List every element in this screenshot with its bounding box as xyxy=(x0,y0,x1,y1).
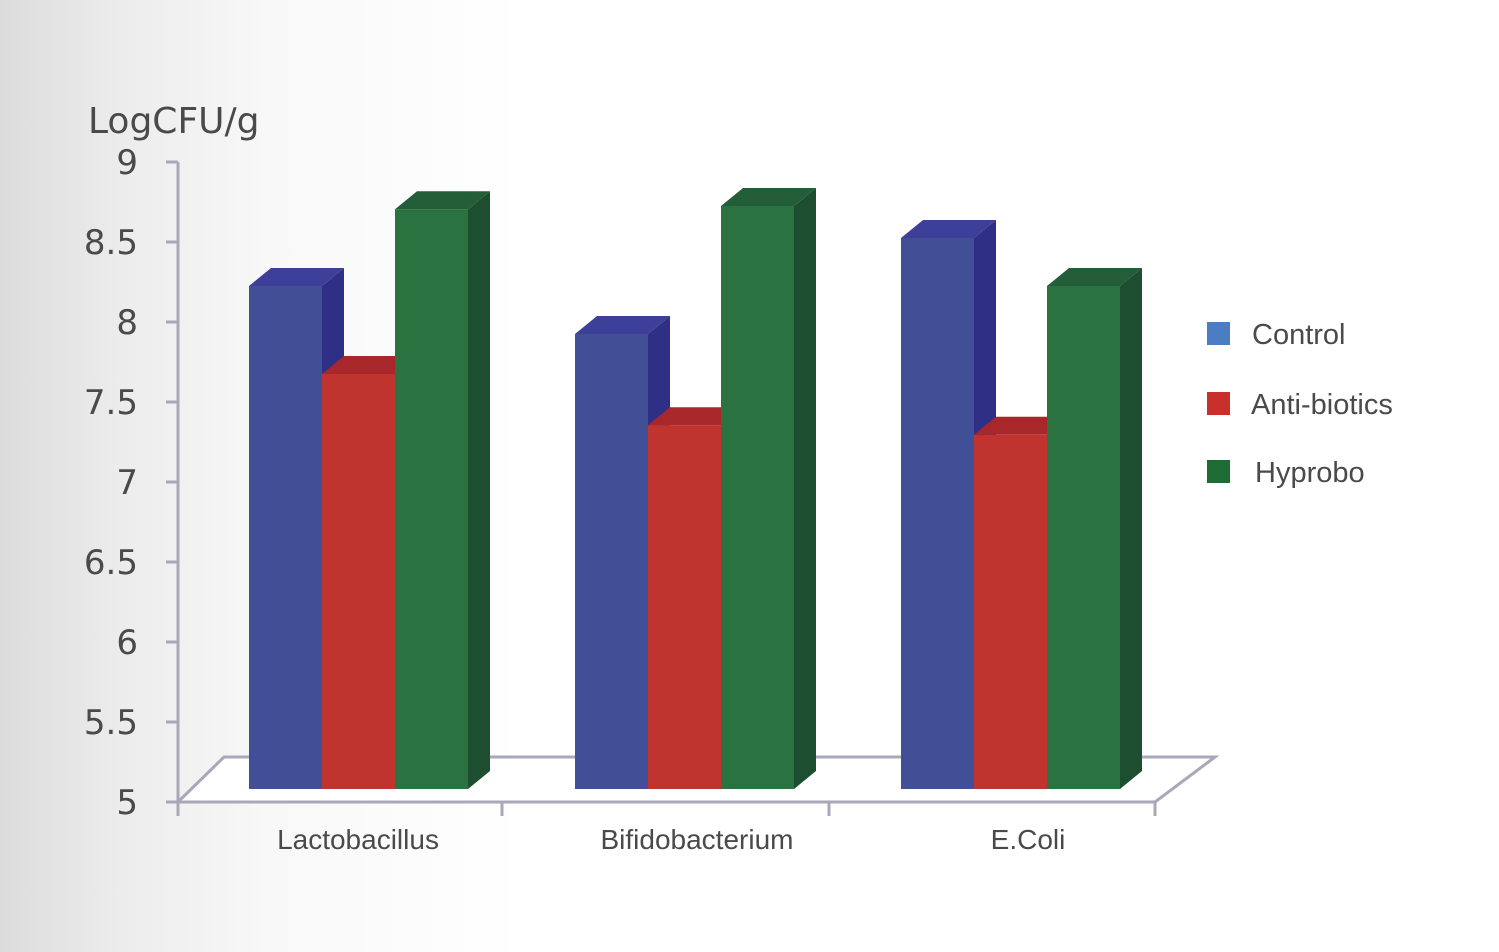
y-tick-label: 8 xyxy=(116,303,138,343)
y-tick-label: 7 xyxy=(116,463,138,503)
y-tick-label: 9 xyxy=(116,143,138,183)
legend-swatch xyxy=(1207,392,1230,415)
y-tick-label: 6 xyxy=(116,623,138,663)
y-tick-label: 6.5 xyxy=(84,543,138,583)
bar-front xyxy=(395,209,468,789)
bars xyxy=(249,188,1142,789)
y-tick-label: 5.5 xyxy=(84,703,138,743)
bar xyxy=(721,188,816,789)
x-tick-label: Lactobacillus xyxy=(277,824,439,855)
legend-item: Hyprobo xyxy=(1207,457,1365,489)
legend: Control Anti-biotics Hyprobo xyxy=(1207,319,1393,489)
legend-swatch xyxy=(1207,322,1230,345)
bar-side xyxy=(794,188,816,789)
legend-swatch xyxy=(1207,460,1230,483)
y-axis-label: LogCFU/g xyxy=(88,101,259,142)
bar-front xyxy=(901,238,974,789)
legend-label: Anti-biotics xyxy=(1251,389,1393,421)
bar-front xyxy=(1047,286,1120,789)
legend-label: Control xyxy=(1252,319,1346,351)
x-tick-label: E.Coli xyxy=(991,824,1066,855)
bar-front xyxy=(575,334,648,789)
bar-top xyxy=(575,316,670,334)
y-tick-label: 7.5 xyxy=(84,383,138,423)
bar-top xyxy=(395,191,490,210)
bar-top xyxy=(322,356,417,374)
y-axis: 9 8.5 8 7.5 7 6.5 6 5.5 5 xyxy=(84,143,180,823)
bar-front xyxy=(322,374,395,789)
bar-top xyxy=(648,407,743,426)
legend-item: Anti-biotics xyxy=(1207,389,1393,421)
bar-side xyxy=(1120,268,1142,789)
bar xyxy=(395,191,490,789)
y-tick-label: 5 xyxy=(116,783,138,823)
bar xyxy=(1047,268,1142,789)
x-axis: Lactobacillus Bifidobacterium E.Coli xyxy=(176,800,1157,855)
bar-front xyxy=(721,206,794,789)
x-tick-label: Bifidobacterium xyxy=(601,824,794,855)
legend-label: Hyprobo xyxy=(1255,457,1365,489)
bar-top xyxy=(249,268,344,286)
bar-front xyxy=(974,434,1047,789)
bar-front xyxy=(648,425,721,789)
y-tick-label: 8.5 xyxy=(84,223,138,263)
bar-top xyxy=(901,220,996,238)
bar-side xyxy=(468,191,490,789)
bar-top xyxy=(1047,268,1142,286)
bar-front xyxy=(249,286,322,789)
bar-top xyxy=(974,416,1069,435)
bar-top xyxy=(721,188,816,206)
legend-item: Control xyxy=(1207,319,1346,351)
